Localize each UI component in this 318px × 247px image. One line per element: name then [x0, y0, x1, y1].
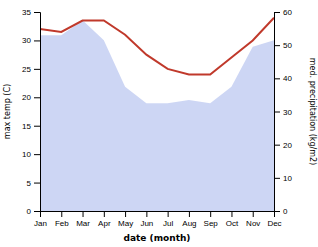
temp-line	[40, 18, 274, 75]
y-tick: 5	[27, 179, 40, 188]
y2-tick-mark	[274, 112, 280, 113]
x-tick-label: Jul	[163, 219, 173, 228]
y-tick-mark	[34, 126, 40, 127]
y-tick-mark	[34, 12, 40, 13]
x-tick-mark	[210, 211, 211, 217]
y-tick-label: 0	[27, 207, 32, 216]
y-tick-mark	[34, 40, 40, 41]
x-tick-mark	[189, 211, 190, 217]
x-tick-label: Oct	[226, 219, 239, 228]
y2-tick-mark	[274, 211, 280, 212]
y-tick-mark	[34, 211, 40, 212]
x-tick: Oct	[226, 211, 239, 228]
y-tick-label: 35	[22, 8, 31, 17]
y2-tick-label: 40	[283, 74, 292, 83]
x-tick-label: Nov	[246, 219, 260, 228]
y2-axis: 0 10 20 30 40 50 60	[274, 8, 292, 216]
y-axis: 0 5 10 15 20 25 30 35	[22, 8, 40, 216]
x-tick: Jan	[34, 211, 47, 228]
y2-tick: 40	[274, 74, 292, 83]
y-tick-mark	[34, 183, 40, 184]
y2-tick-mark	[274, 178, 280, 179]
y2-tick: 20	[274, 141, 292, 150]
y2-tick: 50	[274, 41, 292, 50]
y-axis-title: max temp (C)	[3, 84, 12, 139]
y-tick-mark	[34, 69, 40, 70]
x-axis-title: date (month)	[124, 233, 191, 243]
x-tick-label: Aug	[182, 219, 196, 228]
y2-tick-label: 60	[283, 8, 292, 17]
y-tick: 10	[22, 150, 40, 159]
x-tick-label: Sep	[204, 219, 219, 228]
y-tick: 30	[22, 36, 40, 45]
precip-area	[40, 20, 274, 211]
chart: JanFebMarAprMayJunJulAugSepOctNovDec0510…	[0, 0, 318, 247]
y2-tick-label: 30	[283, 108, 292, 117]
y2-tick: 0	[274, 207, 288, 216]
x-tick-label: May	[118, 219, 133, 228]
x-tick: Nov	[246, 211, 260, 228]
y-tick-label: 15	[22, 122, 31, 131]
x-tick-mark	[146, 211, 147, 217]
x-tick: Aug	[182, 211, 196, 228]
y-tick-label: 20	[22, 93, 31, 102]
x-tick-mark	[83, 211, 84, 217]
x-tick: Sep	[204, 211, 219, 228]
y2-tick-mark	[274, 12, 280, 13]
y2-tick-label: 20	[283, 141, 292, 150]
x-tick-mark	[253, 211, 254, 217]
x-tick-mark	[125, 211, 126, 217]
x-tick-mark	[168, 211, 169, 217]
marks	[40, 18, 274, 211]
y-tick: 25	[22, 65, 40, 74]
x-tick-label: Mar	[76, 219, 90, 228]
x-tick: Jul	[163, 211, 173, 228]
y2-tick: 10	[274, 174, 292, 183]
y-tick: 20	[22, 93, 40, 102]
x-tick-label: Jan	[34, 219, 47, 228]
y2-tick: 30	[274, 108, 292, 117]
y2-axis-line	[275, 13, 281, 212]
x-tick-label: Apr	[98, 219, 111, 228]
x-tick: Jun	[140, 211, 153, 228]
x-tick: Mar	[76, 211, 90, 228]
x-axis-line	[41, 212, 275, 218]
x-axis: Jan Feb Mar Apr May Jun Jul Aug Sep Oct Nov Dec	[34, 211, 282, 228]
y-tick-label: 5	[27, 179, 32, 188]
y2-tick-label: 50	[283, 41, 292, 50]
x-tick: Dec	[267, 211, 281, 228]
x-tick-mark	[231, 211, 232, 217]
y2-tick-label: 10	[283, 174, 292, 183]
y-tick-label: 10	[22, 150, 31, 159]
x-tick-mark	[104, 211, 105, 217]
y2-tick-mark	[274, 45, 280, 46]
y2-tick: 60	[274, 8, 292, 17]
y-tick: 15	[22, 122, 40, 131]
plot: JanFebMarAprMayJunJulAugSepOctNovDec0510…	[22, 8, 292, 228]
y-tick-label: 25	[22, 65, 31, 74]
x-tick-label: Feb	[55, 219, 69, 228]
y-tick-mark	[34, 154, 40, 155]
y2-tick-mark	[274, 78, 280, 79]
y2-tick-mark	[274, 145, 280, 146]
y-tick: 35	[22, 8, 40, 17]
x-tick: Apr	[98, 211, 111, 228]
y-tick-mark	[34, 97, 40, 98]
y2-axis-title: med. precipitation (kg/m2)	[308, 58, 317, 165]
x-tick-label: Jun	[140, 219, 153, 228]
y2-tick-label: 0	[283, 207, 288, 216]
x-tick: Feb	[55, 211, 69, 228]
x-tick: May	[118, 211, 133, 228]
y-tick-label: 30	[22, 36, 31, 45]
y-tick: 0	[27, 207, 40, 216]
x-tick-label: Dec	[267, 219, 281, 228]
y-axis-line	[34, 13, 41, 212]
x-tick-mark	[61, 211, 62, 217]
